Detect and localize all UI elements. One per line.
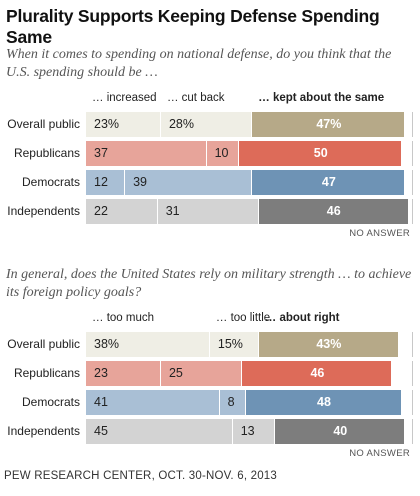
table-row: Republicans 37 10 50 [0,141,420,166]
data-label: 13 [240,424,255,438]
no-answer-segment [412,361,413,386]
bar-segment [125,170,253,195]
data-label: 46 [310,366,325,380]
data-label: 15% [217,337,243,351]
table-row: Republicans 23 25 46 [0,361,420,386]
no-answer-segment [412,112,413,137]
row-label: Republicans [13,146,80,160]
table-row: Independents 22 31 46 [0,199,420,224]
table-row: Democrats 12 39 47 [0,170,420,195]
bar-segment [232,419,276,444]
row-label: Democrats [21,395,80,409]
no-answer-segment [412,199,413,224]
bar-segment [160,112,253,137]
bar-segment [206,141,240,166]
row-label: Democrats [21,175,80,189]
data-label: 28% [168,117,194,131]
no-answer-segment [412,170,413,195]
chart-title: Plurality Supports Keeping Defense Spend… [6,6,380,47]
data-label: 50 [313,146,328,160]
bar-segment [86,390,220,415]
question-defense-spending: When it comes to spending on national de… [6,47,392,80]
no-answer-segment [412,141,413,166]
bar-segment [86,141,207,166]
data-label: 41 [94,395,108,409]
data-label: 8 [227,395,235,409]
bar-segment [252,170,406,195]
column-header-1: … increased [92,92,157,104]
column-header-2: … too little [215,312,271,324]
bar-segment [86,419,233,444]
row-label: Overall public [7,337,80,351]
data-label: 10 [214,146,229,160]
data-label: 12 [94,175,108,189]
column-header-1: … too much [92,312,154,324]
column-header-2: … cut back [166,92,225,104]
bar-segment [86,170,126,195]
data-label: 45 [94,424,108,438]
chart-panel-military-strength: … too much … too little… about right Overa… [0,312,420,459]
bar-segment [252,112,406,137]
question-military-strength: In general, does the United States rely … [6,267,412,300]
data-label: 43% [316,337,342,351]
data-label: 48 [317,395,331,409]
table-row: Overall public 38% 15% 43% [0,332,420,357]
data-label: 46 [326,204,341,218]
row-label: Republicans [13,366,80,380]
no-answer-segment [412,419,413,444]
no-answer-segment [412,332,413,357]
bar-segment [86,361,161,386]
bar-segment [86,112,161,137]
data-label: 47% [316,117,342,131]
bar-segment [86,332,210,357]
chart-panel-defense-spending: … increased … cut back … kept about the sa… [0,92,420,260]
table-row: Independents 45 13 40 [0,419,420,444]
bar-segment [209,332,259,357]
data-label: 23 [94,366,108,380]
data-label: 47 [321,175,336,189]
bar-segment [219,390,246,415]
bar-segment [258,199,409,224]
table-row: Overall public 23% 28% 47% [0,112,420,137]
source-footer: PEW RESEARCH CENTER, OCT. 30-NOV. 6, 201… [4,470,277,482]
data-label: 23% [94,117,120,131]
no-answer-label: NO ANSWER [349,448,410,459]
column-header-3: … kept about the same [258,92,385,104]
bar-segment [242,361,393,386]
table-row: Democrats 41 8 48 [0,390,420,415]
no-answer-segment [412,390,413,415]
row-label: Independents [7,204,80,218]
data-label: 31 [165,204,180,218]
data-label: 38% [94,337,120,351]
row-label: Overall public [7,117,80,131]
bar-segment [275,419,406,444]
data-label: 37 [94,146,108,160]
row-label: Independents [7,424,80,438]
bar-segment [258,332,399,357]
data-label: 25 [168,366,183,380]
bar-segment [160,361,243,386]
bar-segment [86,199,158,224]
bar-segment [157,199,259,224]
bar-segment [245,390,403,415]
data-label: 22 [94,204,108,218]
no-answer-label: NO ANSWER [349,228,410,239]
data-label: 39 [133,175,148,189]
data-label: 40 [333,424,348,438]
bar-segment [239,141,403,166]
column-header-3: … about right [264,312,340,324]
